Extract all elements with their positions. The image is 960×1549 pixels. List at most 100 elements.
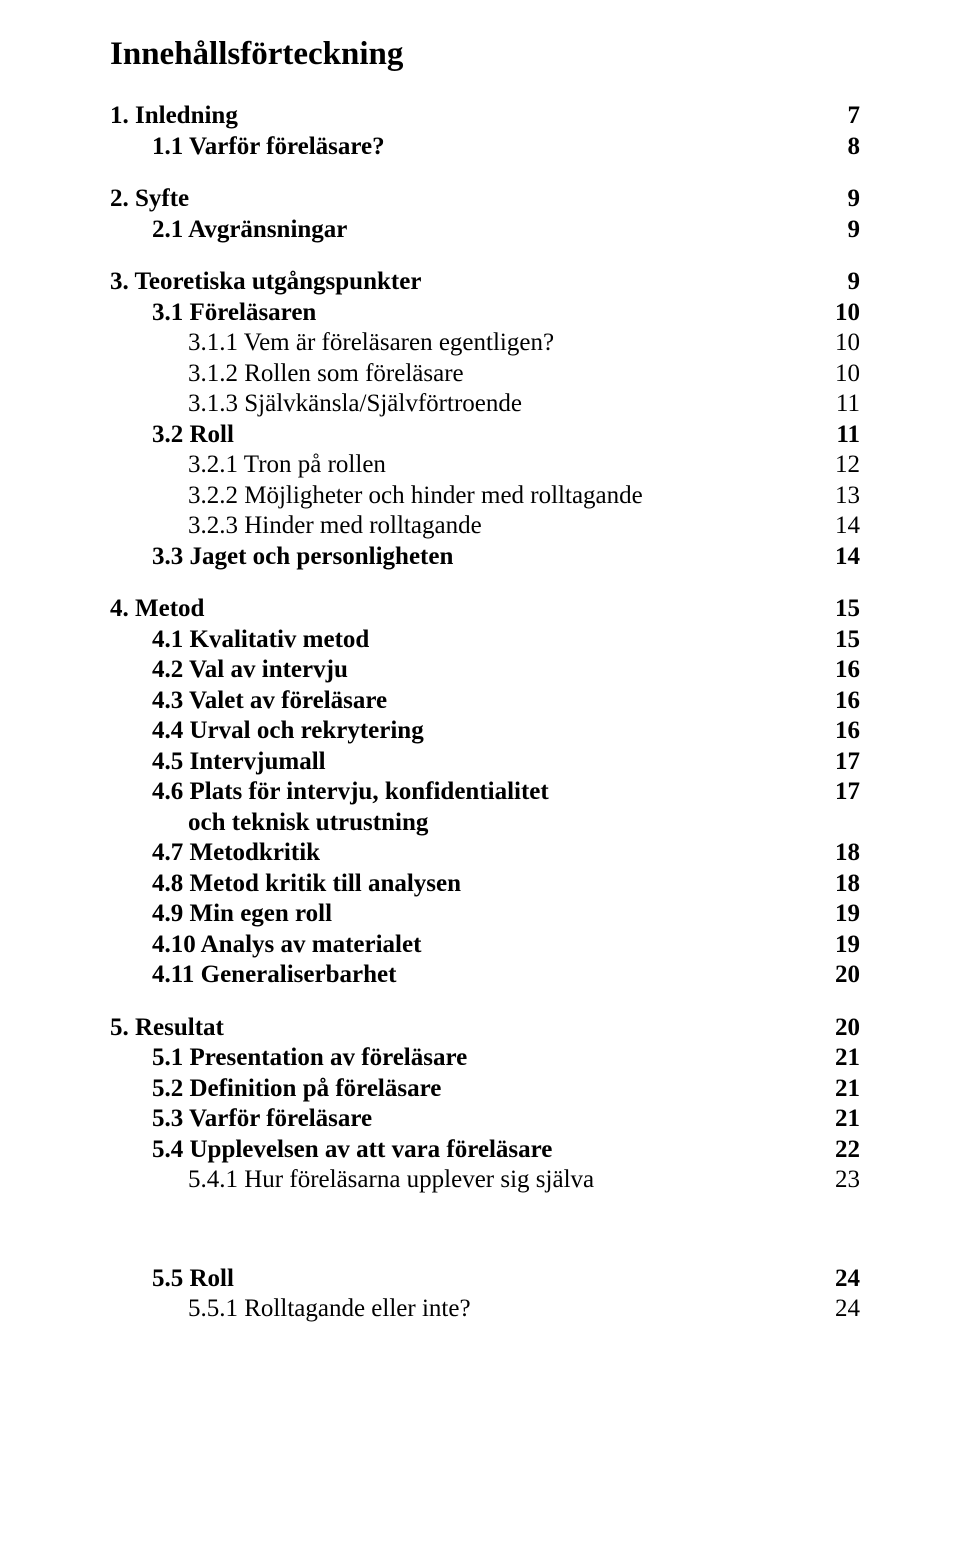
- toc-entry-label: 3.2.2 Möjligheter och hinder med rolltag…: [188, 481, 800, 512]
- toc-entry-page: 16: [800, 716, 860, 747]
- toc-entry-page: 11: [800, 420, 860, 451]
- toc-entry-page: 21: [800, 1074, 860, 1105]
- toc-entry: 5.3 Varför föreläsare21: [110, 1104, 860, 1135]
- toc-entry-label: 2. Syfte: [110, 184, 800, 215]
- toc-entry-page: 20: [800, 1013, 860, 1044]
- toc-entry-label: 3.1 Föreläsaren: [152, 298, 800, 329]
- toc-entry: 2. Syfte9: [110, 184, 860, 215]
- toc-entry-page: 14: [800, 542, 860, 573]
- toc-entry: 4. Metod15: [110, 594, 860, 625]
- toc-entry-label: 4.6 Plats för intervju, konfidentialitet: [152, 777, 800, 808]
- toc-entry-label: 4.2 Val av intervju: [152, 655, 800, 686]
- toc-entry-label: 1. Inledning: [110, 101, 800, 132]
- toc-entry-page: 16: [800, 655, 860, 686]
- toc-entry-label: 4.1 Kvalitativ metod: [152, 625, 800, 656]
- toc-entry-page: 10: [800, 328, 860, 359]
- toc-entry-label: 5.2 Definition på föreläsare: [152, 1074, 800, 1105]
- toc-entry-label: 3.3 Jaget och personligheten: [152, 542, 800, 573]
- toc-body: 1. Inledning71.1 Varför föreläsare?8 2. S…: [110, 101, 860, 1325]
- toc-entry: 5.4 Upplevelsen av att vara föreläsare22: [110, 1135, 860, 1166]
- toc-entry-label: 3.2 Roll: [152, 420, 800, 451]
- toc-entry-page: 10: [800, 298, 860, 329]
- toc-entry: 5. Resultat20: [110, 1013, 860, 1044]
- toc-entry-page: 16: [800, 686, 860, 717]
- toc-entry-page: 10: [800, 359, 860, 390]
- toc-entry-page: 24: [800, 1294, 860, 1325]
- toc-entry-label: 4. Metod: [110, 594, 800, 625]
- toc-entry: 4.3 Valet av föreläsare16: [110, 686, 860, 717]
- toc-entry-page: 11: [800, 389, 860, 420]
- toc-entry: 4.11 Generaliserbarhet20: [110, 960, 860, 991]
- toc-entry-label: 5.3 Varför föreläsare: [152, 1104, 800, 1135]
- toc-entry: 5.4.1 Hur föreläsarna upplever sig själv…: [110, 1165, 860, 1196]
- toc-entry-page: 18: [800, 838, 860, 869]
- toc-entry: 3.1.2 Rollen som föreläsare10: [110, 359, 860, 390]
- toc-entry-page: 22: [800, 1135, 860, 1166]
- toc-entry: 3.1.1 Vem är föreläsaren egentligen?10: [110, 328, 860, 359]
- toc-entry-label: 4.10 Analys av materialet: [152, 930, 800, 961]
- toc-entry: 2.1 Avgränsningar9: [110, 215, 860, 246]
- toc-entry-page: 23: [800, 1165, 860, 1196]
- toc-entry-page: 12: [800, 450, 860, 481]
- toc-entry-label: 4.7 Metodkritik: [152, 838, 800, 869]
- toc-entry: 5.2 Definition på föreläsare21: [110, 1074, 860, 1105]
- toc-entry: 5.5.1 Rolltagande eller inte?24: [110, 1294, 860, 1325]
- toc-entry-page: 19: [800, 899, 860, 930]
- toc-page: Innehållsförteckning 1. Inledning71.1 Va…: [0, 0, 960, 1549]
- toc-entry: 1. Inledning7: [110, 101, 860, 132]
- toc-entry-label: 3.1.2 Rollen som föreläsare: [188, 359, 800, 390]
- toc-entry: 3.2.1 Tron på rollen12: [110, 450, 860, 481]
- toc-entry-page: 20: [800, 960, 860, 991]
- toc-entry-label: 5.5.1 Rolltagande eller inte?: [188, 1294, 800, 1325]
- toc-entry-page: 9: [800, 267, 860, 298]
- toc-entry: 4.1 Kvalitativ metod15: [110, 625, 860, 656]
- toc-entry-page: 14: [800, 511, 860, 542]
- toc-entry: 3.2 Roll11: [110, 420, 860, 451]
- toc-entry-page: 7: [800, 101, 860, 132]
- toc-entry-label: 4.8 Metod kritik till analysen: [152, 869, 800, 900]
- toc-entry: 4.10 Analys av materialet19: [110, 930, 860, 961]
- toc-entry: 3.2.3 Hinder med rolltagande14: [110, 511, 860, 542]
- toc-entry-label: 3. Teoretiska utgångspunkter: [110, 267, 800, 298]
- toc-entry: 4.2 Val av intervju16: [110, 655, 860, 686]
- toc-entry-label: 3.2.1 Tron på rollen: [188, 450, 800, 481]
- toc-entry-label: 3.1.1 Vem är föreläsaren egentligen?: [188, 328, 800, 359]
- toc-entry: 4.8 Metod kritik till analysen18: [110, 869, 860, 900]
- toc-entry-label: 4.5 Intervjumall: [152, 747, 800, 778]
- toc-entry: 4.5 Intervjumall17: [110, 747, 860, 778]
- toc-entry: 4.9 Min egen roll19: [110, 899, 860, 930]
- toc-entry: 3.3 Jaget och personligheten14: [110, 542, 860, 573]
- toc-entry-label: 4.9 Min egen roll: [152, 899, 800, 930]
- toc-entry: 1.1 Varför föreläsare?8: [110, 132, 860, 163]
- toc-entry-page: 21: [800, 1104, 860, 1135]
- toc-entry: 3.1.3 Självkänsla/Självförtroende11: [110, 389, 860, 420]
- toc-entry-page: 8: [800, 132, 860, 163]
- toc-entry-continuation: och teknisk utrustning: [110, 808, 860, 839]
- toc-entry-page: 9: [800, 184, 860, 215]
- toc-entry: 5.1 Presentation av föreläsare21: [110, 1043, 860, 1074]
- toc-entry: 3.2.2 Möjligheter och hinder med rolltag…: [110, 481, 860, 512]
- toc-entry: 4.4 Urval och rekrytering16: [110, 716, 860, 747]
- toc-entry: 4.7 Metodkritik18: [110, 838, 860, 869]
- toc-entry-page: 17: [800, 747, 860, 778]
- toc-entry-label: 3.2.3 Hinder med rolltagande: [188, 511, 800, 542]
- toc-title: Innehållsförteckning: [110, 36, 860, 73]
- toc-entry: 3.1 Föreläsaren10: [110, 298, 860, 329]
- toc-entry-label: 4.4 Urval och rekrytering: [152, 716, 800, 747]
- toc-entry-label: 4.3 Valet av föreläsare: [152, 686, 800, 717]
- toc-entry: 4.6 Plats för intervju, konfidentialitet…: [110, 777, 860, 808]
- toc-entry-label: 4.11 Generaliserbarhet: [152, 960, 800, 991]
- toc-entry: 3. Teoretiska utgångspunkter9: [110, 267, 860, 298]
- toc-entry-label: 5.4 Upplevelsen av att vara föreläsare: [152, 1135, 800, 1166]
- toc-entry-page: 19: [800, 930, 860, 961]
- toc-entry-label: 5. Resultat: [110, 1013, 800, 1044]
- toc-entry: 5.5 Roll24: [110, 1264, 860, 1295]
- toc-entry-page: 13: [800, 481, 860, 512]
- toc-entry-label: 5.4.1 Hur föreläsarna upplever sig själv…: [188, 1165, 800, 1196]
- toc-entry-label: 5.1 Presentation av föreläsare: [152, 1043, 800, 1074]
- toc-entry-page: 9: [800, 215, 860, 246]
- toc-entry-label: 2.1 Avgränsningar: [152, 215, 800, 246]
- toc-entry-page: 15: [800, 625, 860, 656]
- toc-entry-page: 21: [800, 1043, 860, 1074]
- toc-entry-page: 18: [800, 869, 860, 900]
